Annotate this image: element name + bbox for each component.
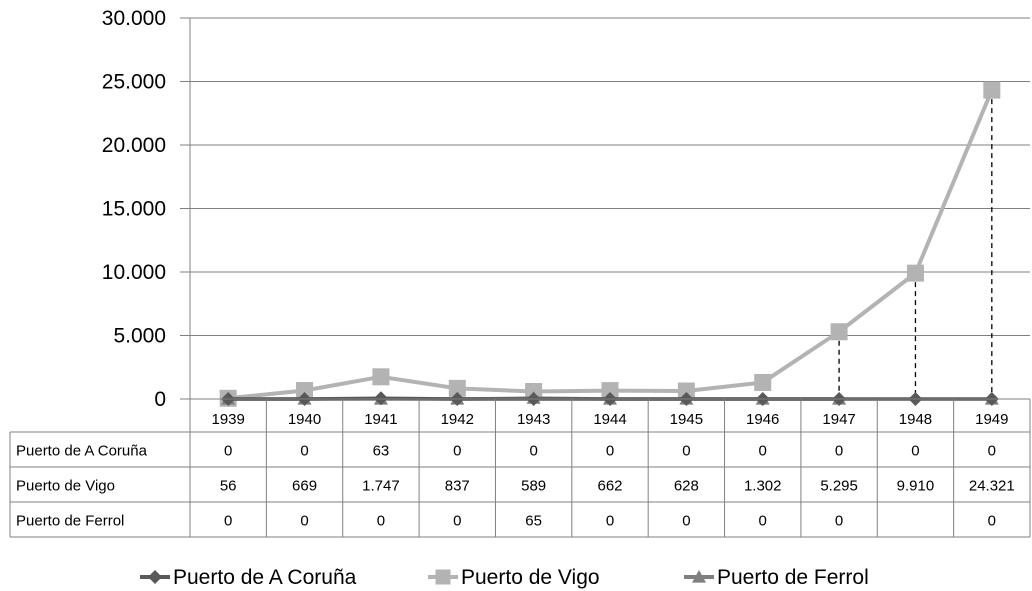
table-cell: 0: [911, 443, 919, 460]
x-tick-label: 1947: [822, 411, 855, 428]
table-cell: 0: [606, 513, 614, 530]
table-cell: 0: [988, 513, 996, 530]
data-point-square: [906, 264, 924, 282]
x-tick-label: 1940: [288, 411, 321, 428]
drop-lines: [838, 90, 993, 399]
x-tick-label: 1939: [211, 411, 244, 428]
data-point-square: [435, 569, 451, 585]
table-cell: 0: [377, 513, 385, 530]
legend-label: Puerto de Vigo: [461, 566, 600, 589]
table-cell: 0: [835, 513, 843, 530]
table-cell: 65: [525, 513, 542, 530]
table-cell: 63: [373, 443, 390, 460]
legend-label: Puerto de A Coruña: [173, 566, 357, 589]
legend-item: Puerto de A Coruña: [140, 566, 357, 589]
y-tick-label: 0: [154, 388, 166, 411]
table-cell: 628: [674, 478, 699, 495]
series-1: [219, 81, 1001, 407]
y-tick-label: 15.000: [102, 198, 166, 221]
table-cell: 9.910: [897, 478, 935, 495]
y-tick-label: 20.000: [102, 134, 166, 157]
table-row-label: Puerto de Vigo: [16, 478, 115, 495]
legend-item: Puerto de Vigo: [428, 566, 600, 589]
series-group: [219, 81, 1001, 407]
data-table: 1939 1940 1941 1942 1943 1944 1945 1946 1947 1948…: [9, 398, 1031, 538]
table-cell: 0: [224, 513, 232, 530]
table-cell: 0: [988, 443, 996, 460]
x-tick-label: 1943: [517, 411, 550, 428]
table-cell: 24.321: [969, 478, 1015, 495]
table-cell: 0: [835, 443, 843, 460]
x-tick-label: 1945: [670, 411, 703, 428]
table-cell: 1.747: [362, 478, 400, 495]
data-point-triangle: [692, 570, 706, 583]
data-point-square: [677, 382, 695, 400]
data-point-square: [372, 368, 390, 386]
table-cell: 0: [453, 513, 461, 530]
data-point-square: [296, 382, 314, 400]
legend: Puerto de A Coruña Puerto de Vigo Puerto d…: [140, 566, 869, 589]
y-tick-label: 10.000: [102, 261, 166, 284]
table-cell: 5.295: [820, 478, 858, 495]
table-cell: 0: [606, 443, 614, 460]
series-line: [227, 89, 994, 401]
table-cell: 837: [445, 478, 470, 495]
x-tick-label: 1942: [441, 411, 474, 428]
data-point-square: [830, 323, 848, 341]
table-cell: 0: [300, 443, 308, 460]
x-tick-label: 1949: [975, 411, 1008, 428]
table-cell: 0: [453, 443, 461, 460]
y-tick-label: 25.000: [102, 71, 166, 94]
table-cell: 56: [220, 478, 237, 495]
data-point-square: [448, 379, 466, 397]
y-tick-label: 30.000: [102, 7, 166, 30]
data-point-diamond: [148, 570, 162, 584]
y-axis: 0 5.000 10.000 15.000 20.000 25.000 30.000: [102, 7, 191, 411]
y-tick-label: 5.000: [113, 325, 166, 348]
table-cell: 0: [224, 443, 232, 460]
data-point-square: [754, 373, 772, 391]
table-cell: 589: [521, 478, 546, 495]
table-cell: 0: [759, 443, 767, 460]
table-row-label: Puerto de Ferrol: [16, 513, 124, 530]
table-cell: 0: [300, 513, 308, 530]
table-cell: 669: [292, 478, 317, 495]
table-cell: 0: [682, 513, 690, 530]
table-row-label: Puerto de A Coruña: [16, 443, 148, 460]
legend-label: Puerto de Ferrol: [717, 566, 869, 589]
x-tick-label: 1948: [899, 411, 932, 428]
gridlines: [180, 17, 1030, 400]
data-point-square: [601, 382, 619, 400]
x-tick-label: 1946: [746, 411, 779, 428]
data-point-diamond: [373, 391, 388, 406]
x-tick-label: 1944: [593, 411, 626, 428]
legend-item: Puerto de Ferrol: [684, 566, 869, 589]
table-cell: 0: [529, 443, 537, 460]
table-cell: 1.302: [744, 478, 782, 495]
table-cell: 0: [759, 513, 767, 530]
data-point-square: [983, 81, 1001, 99]
table-cell: 662: [597, 478, 622, 495]
table-cell: 0: [682, 443, 690, 460]
x-tick-label: 1941: [364, 411, 397, 428]
